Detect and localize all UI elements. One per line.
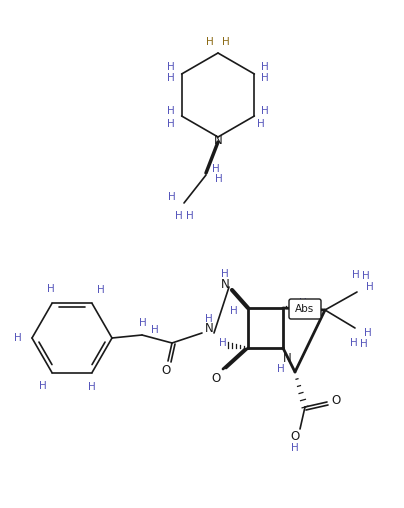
Text: H: H: [215, 174, 223, 184]
Text: H: H: [47, 284, 55, 294]
Text: H: H: [167, 119, 175, 129]
Text: N: N: [214, 134, 222, 146]
Text: H: H: [168, 192, 176, 202]
Text: O: O: [211, 371, 221, 385]
Text: H: H: [362, 271, 370, 281]
Text: H: H: [206, 37, 214, 47]
Text: H: H: [219, 338, 227, 348]
Text: H: H: [222, 37, 230, 47]
Text: H: H: [257, 119, 265, 129]
Text: H: H: [212, 164, 220, 174]
Text: H: H: [186, 211, 194, 221]
Text: Abs: Abs: [295, 304, 315, 314]
Text: H: H: [39, 380, 47, 391]
Text: H: H: [261, 106, 269, 116]
Text: H: H: [14, 333, 22, 343]
Text: N: N: [221, 278, 229, 292]
Text: O: O: [290, 430, 300, 443]
Text: H: H: [167, 106, 175, 116]
Text: H: H: [366, 282, 374, 292]
Text: H: H: [97, 285, 105, 295]
Text: O: O: [161, 364, 170, 376]
Text: O: O: [331, 394, 341, 406]
Text: H: H: [151, 325, 159, 335]
Text: H: H: [261, 73, 269, 83]
Text: H: H: [221, 269, 229, 279]
Text: H: H: [291, 443, 299, 453]
Text: H: H: [205, 314, 213, 324]
Text: H: H: [352, 270, 360, 280]
Text: N: N: [283, 352, 291, 365]
Text: H: H: [277, 364, 285, 374]
Text: H: H: [88, 382, 96, 392]
Text: H: H: [139, 318, 147, 328]
Text: N: N: [204, 323, 213, 335]
Text: H: H: [350, 338, 358, 348]
Text: H: H: [299, 298, 307, 308]
Text: H: H: [175, 211, 183, 221]
Text: H: H: [230, 306, 238, 316]
Text: H: H: [167, 62, 175, 72]
Text: H: H: [364, 328, 372, 338]
FancyBboxPatch shape: [289, 299, 321, 319]
Text: H: H: [261, 62, 269, 72]
Text: H: H: [167, 73, 175, 83]
Text: H: H: [360, 339, 368, 349]
